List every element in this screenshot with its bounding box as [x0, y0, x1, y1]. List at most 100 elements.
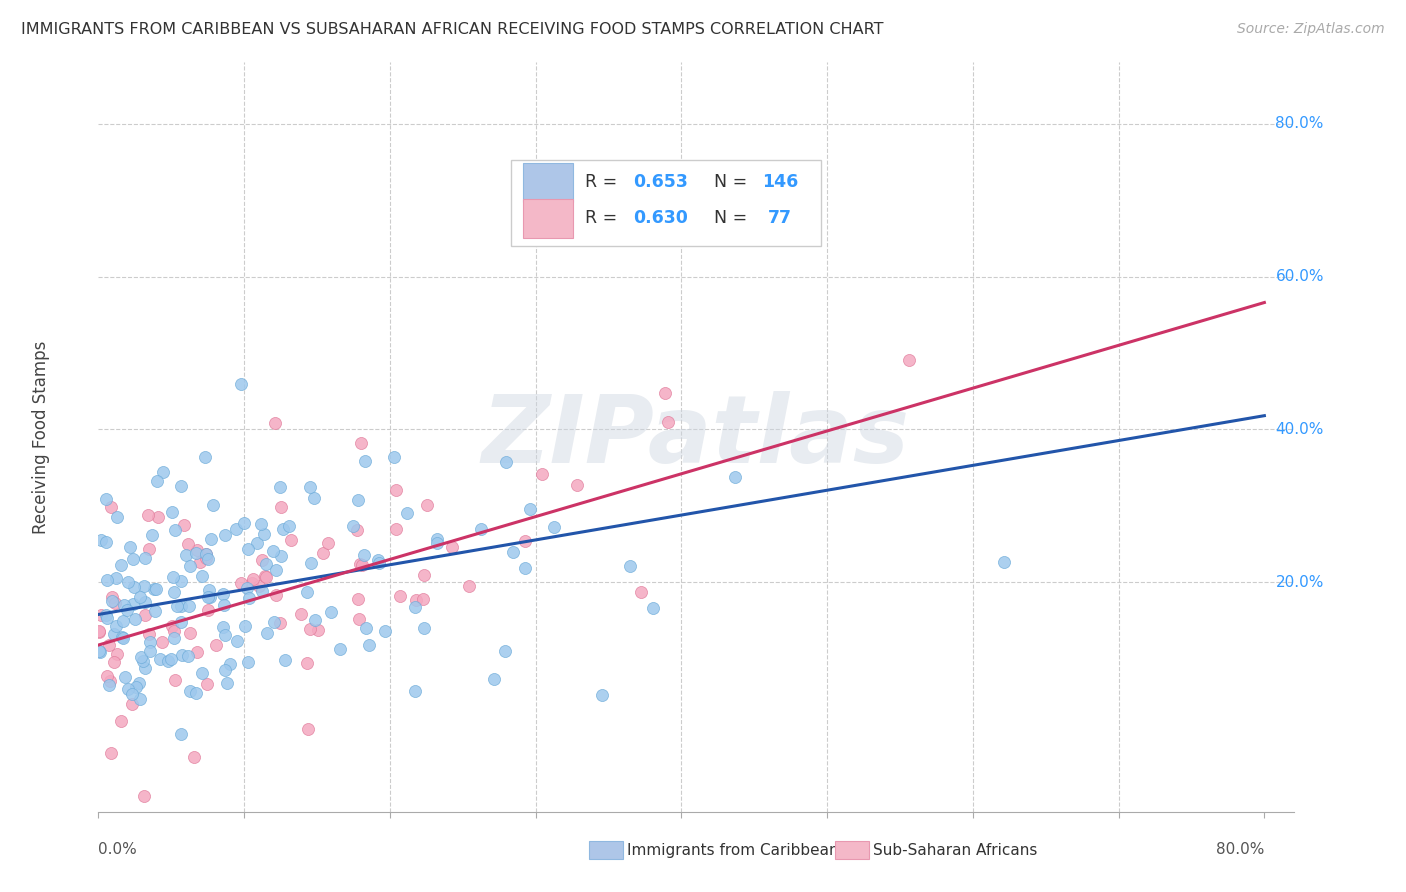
Point — [346, 523, 368, 537]
Point — [184, 546, 207, 560]
Point — [214, 528, 236, 542]
Point — [165, 673, 187, 687]
Point — [404, 599, 426, 614]
FancyBboxPatch shape — [523, 163, 572, 202]
Point — [298, 480, 321, 494]
Point — [250, 584, 273, 599]
Point — [129, 590, 152, 604]
Point — [316, 536, 339, 550]
Point — [177, 649, 200, 664]
Point — [280, 533, 302, 547]
Point — [242, 572, 264, 586]
Point — [179, 599, 201, 613]
Point — [149, 652, 172, 666]
Point — [367, 556, 389, 570]
Point — [96, 573, 118, 587]
Point — [100, 500, 122, 514]
Point — [297, 585, 319, 599]
Point — [278, 518, 301, 533]
Point — [290, 607, 312, 622]
Point — [105, 647, 128, 661]
Text: 146: 146 — [762, 173, 799, 191]
Point — [132, 654, 155, 668]
Point — [129, 650, 152, 665]
Point — [97, 639, 120, 653]
Text: R =: R = — [585, 173, 623, 191]
Point — [90, 607, 112, 622]
Point — [470, 522, 492, 536]
Point — [194, 450, 217, 465]
Point — [186, 645, 208, 659]
Point — [236, 655, 259, 669]
Point — [211, 586, 233, 600]
Point — [160, 619, 183, 633]
Point — [654, 386, 676, 401]
Point — [212, 599, 235, 613]
Point — [367, 553, 389, 567]
Point — [494, 643, 516, 657]
Point — [104, 571, 127, 585]
Point — [724, 470, 747, 484]
Point — [124, 612, 146, 626]
Point — [214, 663, 236, 677]
Point — [101, 594, 124, 608]
Point — [157, 654, 180, 668]
Point — [374, 624, 396, 639]
Point — [412, 592, 434, 607]
Text: 40.0%: 40.0% — [1275, 422, 1324, 437]
Point — [307, 623, 329, 637]
Point — [247, 579, 270, 593]
Point — [183, 749, 205, 764]
Point — [170, 727, 193, 741]
Point — [94, 608, 117, 623]
Point — [271, 522, 294, 536]
Point — [299, 556, 322, 570]
Point — [121, 597, 143, 611]
Point — [246, 536, 269, 550]
Text: 0.630: 0.630 — [633, 210, 688, 227]
Point — [214, 628, 236, 642]
Point — [197, 590, 219, 604]
Point — [87, 624, 110, 638]
Point — [232, 516, 254, 531]
Point — [110, 558, 132, 572]
Point — [190, 569, 212, 583]
Text: 80.0%: 80.0% — [1275, 116, 1324, 131]
Point — [117, 682, 139, 697]
Point — [405, 593, 427, 607]
Point — [254, 569, 277, 583]
Point — [231, 377, 253, 392]
Point — [139, 643, 162, 657]
Point — [114, 670, 136, 684]
Point — [346, 492, 368, 507]
Point — [194, 548, 217, 562]
Point — [349, 557, 371, 571]
Point — [426, 532, 449, 546]
Text: R =: R = — [585, 210, 623, 227]
Point — [347, 592, 370, 607]
Point — [179, 683, 201, 698]
Point — [238, 591, 260, 606]
Point — [112, 615, 135, 629]
Point — [354, 454, 377, 468]
Point — [170, 599, 193, 614]
Point — [96, 669, 118, 683]
Point — [162, 570, 184, 584]
Point — [138, 541, 160, 556]
Point — [115, 603, 138, 617]
Point — [173, 517, 195, 532]
Point — [176, 548, 198, 562]
Point — [104, 596, 127, 610]
Point — [89, 625, 111, 640]
Point — [179, 558, 201, 573]
Point — [136, 508, 159, 522]
Point — [519, 501, 541, 516]
Point — [236, 581, 259, 595]
Point — [97, 678, 120, 692]
Point — [219, 657, 242, 671]
Point — [90, 533, 112, 548]
Point — [441, 540, 464, 554]
Point — [134, 595, 156, 609]
Point — [96, 611, 118, 625]
Point — [319, 605, 342, 619]
